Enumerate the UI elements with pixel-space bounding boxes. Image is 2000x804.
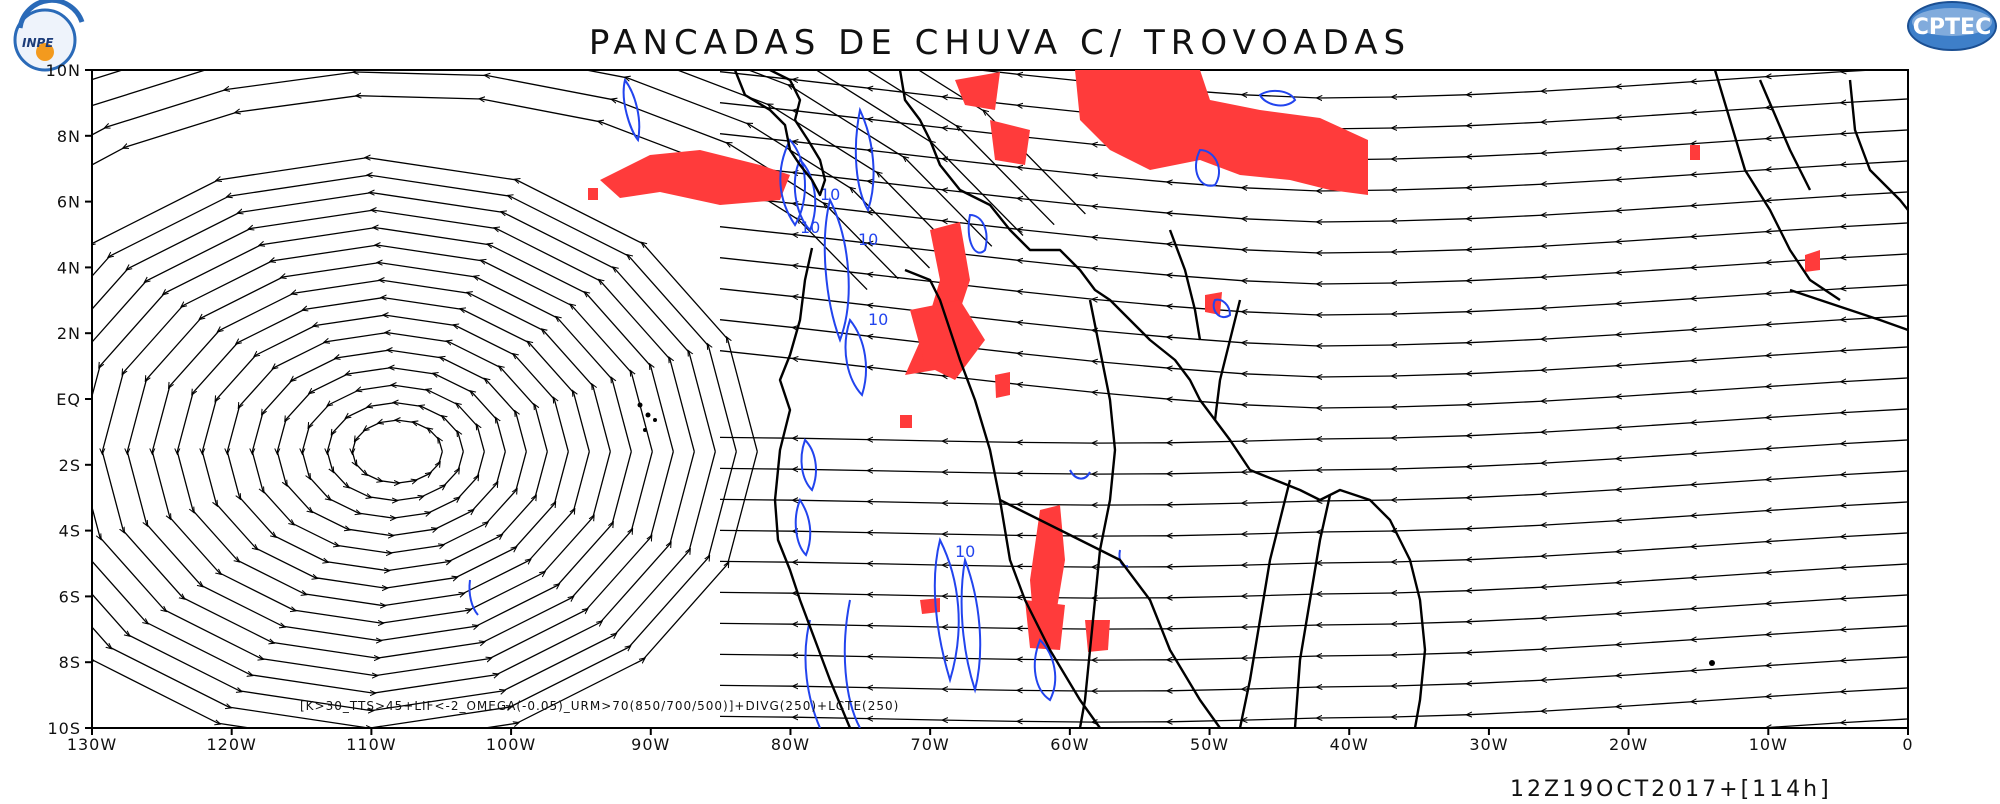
x-tick-label: 110W [346, 735, 396, 754]
forecast-timestamp: 12Z19OCT2017+[114h] [1510, 777, 1832, 800]
streamline [719, 350, 1908, 408]
contour-label: 10 [858, 230, 878, 249]
x-axis: 130W 120W 110W 100W 90W 80W 70W 60W 50W 40W 30W 20W… [67, 728, 1913, 754]
border-line [1168, 229, 1202, 341]
storm-area [905, 222, 970, 375]
contour-label: 10 [820, 185, 840, 204]
y-tick-label: EQ [56, 390, 81, 409]
central-america-coast [733, 70, 827, 197]
pacific-coast-south-america [773, 247, 852, 728]
contour-line [622, 77, 641, 143]
x-tick-label: 120W [207, 735, 257, 754]
storm-area [900, 415, 912, 428]
x-tick-label: 70W [911, 735, 950, 754]
storm-area [995, 372, 1010, 398]
coastlines [733, 70, 1908, 728]
contour-line [1212, 298, 1232, 319]
contour-line [804, 599, 861, 728]
contour-line [1195, 148, 1220, 187]
x-tick-label: 30W [1469, 735, 1508, 754]
storm-area [588, 188, 598, 200]
storm-area [920, 598, 940, 614]
inpe-logo: INPE [13, 0, 85, 72]
contour-line [823, 197, 850, 343]
inpe-logo-text: INPE [22, 36, 54, 50]
storm-area [1025, 600, 1065, 650]
storm-area [1805, 250, 1820, 272]
storm-area [1690, 145, 1700, 160]
x-tick-label: 20W [1609, 735, 1648, 754]
y-tick-label: 6S [59, 587, 81, 606]
thunderstorm-areas [588, 70, 1820, 652]
contour-line [933, 537, 960, 684]
storm-area [600, 150, 790, 205]
y-tick-label: 6N [57, 193, 81, 212]
contour-label: 10 [800, 218, 820, 237]
contour-line [1033, 638, 1057, 702]
y-tick-label: 8N [57, 127, 81, 146]
x-tick-label: 130W [67, 735, 117, 754]
border-line [1213, 299, 1242, 421]
streamlines [92, 70, 1908, 728]
x-tick-label: 50W [1190, 735, 1229, 754]
contour-line [1069, 469, 1091, 480]
islands [637, 402, 1715, 666]
contour-line [844, 317, 867, 397]
storm-area [1075, 70, 1368, 195]
y-tick-label: 4N [57, 258, 81, 277]
storm-area [990, 120, 1030, 165]
andes-border [904, 268, 1101, 728]
border-line [1238, 479, 1292, 728]
x-tick-label: 60W [1050, 735, 1089, 754]
x-tick-label: 10W [1749, 735, 1788, 754]
y-tick-label: 10N [46, 61, 81, 80]
amazon-border [1078, 299, 1117, 728]
y-tick-label: 2S [59, 456, 81, 475]
storm-area [955, 72, 1000, 110]
x-tick-label: 90W [631, 735, 670, 754]
cptec-logo-text: CPTEC [1913, 15, 1991, 40]
storm-area [1085, 620, 1110, 652]
contour-line [468, 579, 479, 616]
border-line [1293, 494, 1332, 728]
y-tick-label: 2N [57, 324, 81, 343]
y-tick-label: 4S [59, 522, 81, 541]
contour-line [967, 213, 988, 254]
border-line [999, 498, 1221, 728]
field-legend: [K>30_TTS>45+LIF<-2_OMEGA(-0.05)_URM>70(… [300, 699, 899, 713]
cptec-logo: CPTEC [1907, 1, 1997, 51]
caribbean-coast [898, 70, 1427, 728]
y-axis: 10S 8S 6S 4S 2S EQ 2N 4N 6N 8N 10N [46, 61, 92, 738]
storm-area [910, 300, 985, 380]
africa-coast [1789, 288, 1908, 332]
x-tick-label: 100W [486, 735, 536, 754]
x-tick-label: 0 [1902, 735, 1913, 754]
contour-line [960, 556, 982, 694]
omega-contours [468, 77, 1297, 728]
contour-line [854, 106, 875, 213]
contour-line [794, 497, 812, 557]
contour-label: 10 [868, 310, 888, 329]
x-tick-label: 80W [771, 735, 810, 754]
map-title: PANCADAS DE CHUVA C/ TROVOADAS [589, 23, 1411, 63]
y-tick-label: 8S [59, 653, 81, 672]
contour-line [1258, 89, 1297, 107]
contour-label: 10 [955, 542, 975, 561]
x-tick-label: 40W [1330, 735, 1369, 754]
africa-coast [1713, 70, 1908, 301]
contour-line [800, 438, 817, 492]
y-tick-label: 10S [47, 719, 81, 738]
